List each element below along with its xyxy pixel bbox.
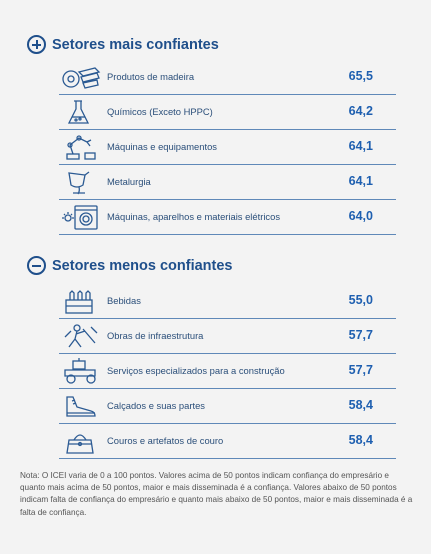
- item-value: 58,4: [348, 433, 373, 447]
- item-label: Serviços especializados para a construçã…: [107, 365, 285, 376]
- least-confident-list: Bebidas 55,0 Obras de infraestrutura 57,…: [59, 284, 396, 459]
- item-label: Obras de infraestrutura: [107, 330, 204, 341]
- item-value: 57,7: [348, 363, 373, 377]
- item-value: 65,5: [348, 69, 373, 83]
- item-value: 64,2: [348, 104, 373, 118]
- item-label: Químicos (Exceto HPPC): [107, 106, 213, 117]
- most-confident-header: Setores mais confiantes: [27, 35, 219, 54]
- section-title-most-confident: Setores mais confiantes: [52, 36, 219, 53]
- infrastructure-worker-icon: [64, 324, 98, 348]
- item-label: Calçados e suas partes: [107, 400, 205, 411]
- list-item: Serviços especializados para a construçã…: [59, 354, 396, 389]
- road-roller-icon: [64, 358, 96, 384]
- list-item: Máquinas e equipamentos 64,1: [59, 130, 396, 165]
- item-label: Produtos de madeira: [107, 71, 195, 82]
- list-item: Químicos (Exceto HPPC) 64,2: [59, 95, 396, 130]
- item-value: 64,0: [348, 209, 373, 223]
- item-label: Máquinas, aparelhos e materiais elétrico…: [107, 211, 281, 222]
- sneaker-icon: [66, 396, 96, 417]
- list-item: Couros e artefatos de couro 58,4: [59, 424, 396, 459]
- item-value: 55,0: [348, 293, 373, 307]
- list-item: Máquinas, aparelhos e materiais elétrico…: [59, 200, 396, 235]
- list-item: Bebidas 55,0: [59, 284, 396, 319]
- plus-circle-icon: [27, 35, 46, 54]
- chemicals-flask-icon: [67, 100, 90, 124]
- list-item: Produtos de madeira 65,5: [59, 60, 396, 95]
- list-item: Obras de infraestrutura 57,7: [59, 319, 396, 354]
- wood-products-icon: [62, 67, 101, 89]
- minus-circle-icon: [27, 256, 46, 275]
- item-value: 64,1: [348, 139, 373, 153]
- handbag-icon: [66, 434, 94, 454]
- beverage-crate-icon: [65, 290, 93, 314]
- list-item: Calçados e suas partes 58,4: [59, 389, 396, 424]
- list-item: Metalurgia 64,1: [59, 165, 396, 200]
- least-confident-header: Setores menos confiantes: [27, 256, 233, 275]
- item-value: 57,7: [348, 328, 373, 342]
- footnote: Nota: O ICEI varia de 0 a 100 pontos. Va…: [20, 471, 413, 517]
- item-label: Bebidas: [107, 295, 141, 306]
- washing-machine-icon: [62, 205, 98, 230]
- most-confident-list: Produtos de madeira 65,5 Químicos (Excet…: [59, 60, 396, 235]
- metallurgy-ladle-icon: [68, 171, 90, 195]
- item-label: Máquinas e equipamentos: [107, 141, 217, 152]
- machinery-robot-arm-icon: [66, 135, 96, 160]
- section-title-least-confident: Setores menos confiantes: [52, 257, 233, 274]
- item-value: 58,4: [348, 398, 373, 412]
- item-value: 64,1: [348, 174, 373, 188]
- item-label: Couros e artefatos de couro: [107, 435, 224, 446]
- item-label: Metalurgia: [107, 176, 151, 187]
